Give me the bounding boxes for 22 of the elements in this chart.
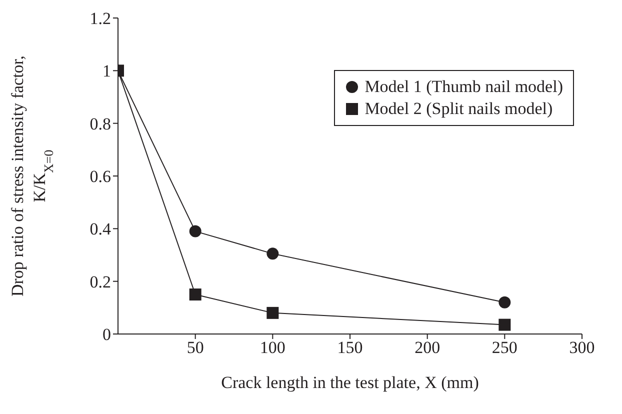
x-tick-label: 250 [492, 338, 518, 358]
point [189, 288, 202, 300]
x-tick-label: 150 [337, 338, 363, 358]
y-tick-label: 0.6 [90, 167, 111, 186]
point [498, 296, 511, 308]
legend-label: Model 1 (Thumb nail model) [364, 76, 563, 98]
point [266, 248, 279, 260]
point [266, 306, 279, 319]
x-tick-label: 100 [260, 338, 286, 358]
y-tick-label: 0 [102, 325, 111, 344]
y-tick-label: 1 [102, 62, 111, 81]
y-tick-label: 1.2 [90, 9, 111, 28]
x-tick-label: 200 [414, 338, 440, 358]
x-axis-title: Crack length in the test plate, X (mm) [221, 373, 479, 392]
legend-label: Model 2 (Split nails model) [364, 98, 553, 120]
point [498, 318, 511, 331]
y-tick-label: 0.4 [90, 220, 112, 239]
y-tick-label: 0.2 [90, 272, 111, 292]
y-tick-label: 0.8 [90, 114, 111, 134]
x-tick-label: 50 [186, 338, 204, 358]
x-tick-label: 300 [569, 338, 595, 358]
point [189, 225, 202, 238]
